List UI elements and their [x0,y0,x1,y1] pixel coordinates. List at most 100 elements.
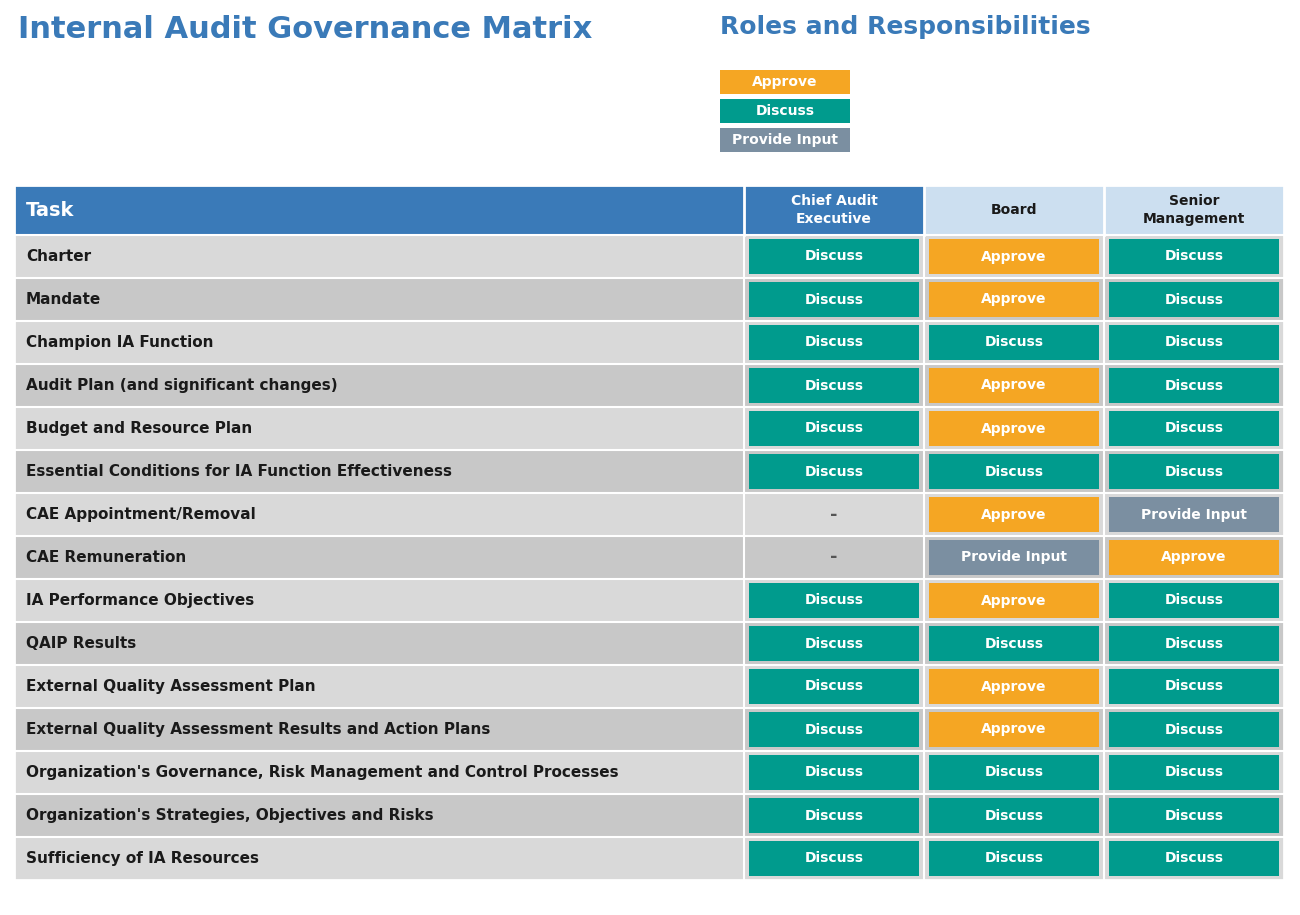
FancyBboxPatch shape [749,325,919,360]
FancyBboxPatch shape [1109,325,1279,360]
FancyBboxPatch shape [1104,536,1284,579]
FancyBboxPatch shape [930,583,1098,618]
FancyBboxPatch shape [744,579,924,622]
FancyBboxPatch shape [1109,583,1279,618]
FancyBboxPatch shape [744,794,924,837]
FancyBboxPatch shape [14,321,744,364]
FancyBboxPatch shape [1109,411,1279,446]
Text: Approve: Approve [982,594,1046,608]
FancyBboxPatch shape [749,798,919,833]
Text: -: - [831,505,837,523]
Text: IA Performance Objectives: IA Performance Objectives [26,593,255,608]
FancyBboxPatch shape [720,70,850,94]
FancyBboxPatch shape [749,411,919,446]
Text: Approve: Approve [982,293,1046,307]
FancyBboxPatch shape [744,751,924,794]
Text: Organization's Governance, Risk Management and Control Processes: Organization's Governance, Risk Manageme… [26,765,619,780]
FancyBboxPatch shape [930,239,1098,274]
Text: Discuss: Discuss [1165,809,1223,823]
FancyBboxPatch shape [749,626,919,661]
FancyBboxPatch shape [744,837,924,880]
FancyBboxPatch shape [14,837,744,880]
FancyBboxPatch shape [930,325,1098,360]
FancyBboxPatch shape [749,583,919,618]
Text: Discuss: Discuss [805,422,863,436]
Text: CAE Remuneration: CAE Remuneration [26,550,186,565]
FancyBboxPatch shape [1104,450,1284,493]
Text: Provide Input: Provide Input [961,551,1067,565]
FancyBboxPatch shape [1109,669,1279,704]
Text: Discuss: Discuss [984,852,1044,866]
Text: Discuss: Discuss [1165,766,1223,780]
FancyBboxPatch shape [1104,364,1284,407]
Text: Discuss: Discuss [755,104,815,118]
Text: Discuss: Discuss [1165,723,1223,737]
Text: Approve: Approve [753,75,818,89]
Text: Discuss: Discuss [1165,293,1223,307]
FancyBboxPatch shape [924,665,1104,708]
FancyBboxPatch shape [924,450,1104,493]
Text: External Quality Assessment Results and Action Plans: External Quality Assessment Results and … [26,722,490,737]
FancyBboxPatch shape [924,407,1104,450]
FancyBboxPatch shape [720,128,850,152]
Text: Sufficiency of IA Resources: Sufficiency of IA Resources [26,851,259,866]
FancyBboxPatch shape [930,540,1098,575]
FancyBboxPatch shape [744,493,924,536]
FancyBboxPatch shape [749,669,919,704]
FancyBboxPatch shape [924,536,1104,579]
FancyBboxPatch shape [1104,493,1284,536]
FancyBboxPatch shape [1104,665,1284,708]
FancyBboxPatch shape [1104,278,1284,321]
FancyBboxPatch shape [14,493,744,536]
FancyBboxPatch shape [1109,368,1279,403]
FancyBboxPatch shape [930,798,1098,833]
Text: Discuss: Discuss [984,809,1044,823]
FancyBboxPatch shape [720,99,850,123]
Text: Discuss: Discuss [805,766,863,780]
FancyBboxPatch shape [744,235,924,278]
FancyBboxPatch shape [744,407,924,450]
FancyBboxPatch shape [924,321,1104,364]
Text: Discuss: Discuss [1165,422,1223,436]
FancyBboxPatch shape [744,536,924,579]
Text: Discuss: Discuss [805,637,863,651]
Text: Board: Board [991,203,1037,217]
Text: Organization's Strategies, Objectives and Risks: Organization's Strategies, Objectives an… [26,808,434,823]
FancyBboxPatch shape [924,708,1104,751]
FancyBboxPatch shape [14,407,744,450]
FancyBboxPatch shape [924,278,1104,321]
FancyBboxPatch shape [14,278,744,321]
Text: Chief Audit
Executive: Chief Audit Executive [790,194,878,226]
FancyBboxPatch shape [924,751,1104,794]
FancyBboxPatch shape [1109,540,1279,575]
FancyBboxPatch shape [744,278,924,321]
Text: Approve: Approve [1161,551,1227,565]
Text: Discuss: Discuss [1165,250,1223,264]
FancyBboxPatch shape [924,794,1104,837]
FancyBboxPatch shape [1104,794,1284,837]
Text: Discuss: Discuss [984,637,1044,651]
FancyBboxPatch shape [930,669,1098,704]
FancyBboxPatch shape [749,454,919,489]
FancyBboxPatch shape [744,364,924,407]
FancyBboxPatch shape [14,708,744,751]
Text: Discuss: Discuss [805,250,863,264]
Text: Discuss: Discuss [1165,379,1223,393]
Text: Approve: Approve [982,508,1046,522]
FancyBboxPatch shape [1104,622,1284,665]
FancyBboxPatch shape [744,708,924,751]
FancyBboxPatch shape [930,497,1098,532]
FancyBboxPatch shape [1109,454,1279,489]
FancyBboxPatch shape [14,235,744,278]
FancyBboxPatch shape [924,579,1104,622]
Text: Senior
Management: Senior Management [1143,194,1245,226]
Text: -: - [831,548,837,566]
Text: Discuss: Discuss [805,680,863,694]
Text: Discuss: Discuss [805,809,863,823]
FancyBboxPatch shape [924,622,1104,665]
FancyBboxPatch shape [749,755,919,790]
Text: Roles and Responsibilities: Roles and Responsibilities [720,15,1091,39]
FancyBboxPatch shape [744,321,924,364]
FancyBboxPatch shape [14,536,744,579]
Text: Champion IA Function: Champion IA Function [26,335,213,350]
